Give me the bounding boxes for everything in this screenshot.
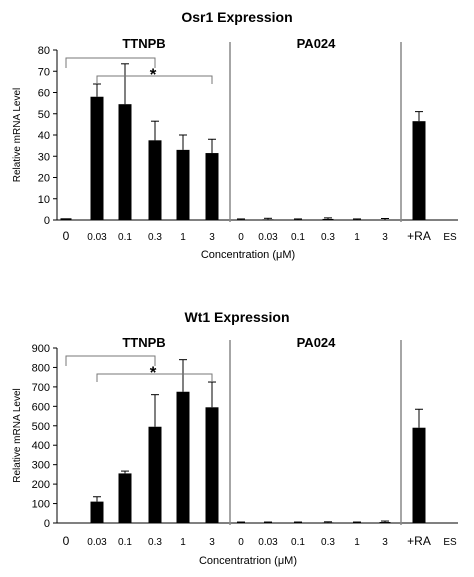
x-tick-label: 0.3: [321, 537, 335, 548]
y-tick-label: 70: [38, 66, 50, 78]
bar: [60, 218, 72, 220]
y-tick-label: 20: [38, 173, 50, 185]
x-tick-label: 3: [382, 232, 388, 243]
x-tick-label: 1: [354, 537, 360, 548]
bar: [322, 522, 334, 523]
group-label-ttnpb: TTNPB: [122, 335, 165, 350]
y-tick-label: 0: [44, 518, 50, 530]
x-tick-label: 1: [180, 232, 186, 243]
y-tick-label: 10: [38, 194, 50, 206]
x-tick-label: 1: [354, 232, 360, 243]
x-tick-label: 3: [382, 537, 388, 548]
x-axis-label: Concentratrion (μM): [199, 555, 297, 567]
bar: [262, 219, 274, 220]
bar: [176, 149, 190, 220]
x-tick-label: 0.3: [148, 537, 162, 548]
bar: [90, 501, 104, 523]
bar: [90, 96, 104, 220]
significance-bracket: [65, 57, 156, 68]
y-tick-label: 500: [32, 421, 50, 433]
x-tick-label: 0.03: [258, 232, 278, 243]
bar: [148, 426, 162, 523]
x-tick-label: 0.1: [118, 232, 132, 243]
y-tick-label: 400: [32, 440, 50, 452]
y-tick-label: 600: [32, 401, 50, 413]
x-tick-label: 0.1: [118, 537, 132, 548]
significance-marker: *: [150, 363, 157, 382]
x-tick-label: 0.03: [87, 232, 107, 243]
group-label-pa024: PA024: [297, 36, 337, 51]
x-tick-label: 0.03: [258, 537, 278, 548]
bar: [118, 104, 132, 220]
x-tick-label: ES: [443, 232, 457, 243]
x-tick-label: 0.1: [291, 232, 305, 243]
chart-title: Wt1 Expression: [184, 309, 289, 325]
x-axis-label: Concentration (μM): [201, 249, 295, 261]
x-tick-label: 0: [238, 537, 244, 548]
bar: [205, 153, 219, 220]
x-tick-label: 0.3: [148, 232, 162, 243]
bar: [322, 218, 334, 220]
bar: [176, 391, 190, 523]
group-label-pa024: PA024: [297, 335, 337, 350]
x-tick-label: ES: [443, 537, 457, 548]
significance-marker: *: [150, 65, 157, 84]
x-tick-label: +RA: [407, 229, 431, 243]
significance-bracket: [96, 75, 213, 84]
y-tick-label: 300: [32, 460, 50, 472]
x-tick-label: 0.1: [291, 537, 305, 548]
bar: [412, 427, 426, 523]
y-tick-label: 200: [32, 479, 50, 491]
x-tick-label: 0.03: [87, 537, 107, 548]
x-tick-label: 3: [209, 537, 215, 548]
y-tick-label: 50: [38, 109, 50, 121]
y-tick-label: 60: [38, 88, 50, 100]
y-tick-label: 100: [32, 499, 50, 511]
bar: [205, 407, 219, 523]
x-tick-label: +RA: [407, 534, 431, 548]
y-axis-label: Relative mRNA Level: [12, 388, 23, 482]
bar: [379, 522, 391, 523]
significance-bracket: [65, 355, 156, 366]
x-tick-label: 0: [63, 229, 70, 243]
x-tick-label: 1: [180, 537, 186, 548]
x-tick-label: 0.3: [321, 232, 335, 243]
bar: [118, 473, 132, 523]
bar: [412, 121, 426, 220]
y-tick-label: 800: [32, 362, 50, 374]
y-tick-label: 900: [32, 343, 50, 355]
y-tick-label: 0: [44, 215, 50, 227]
y-axis-label: Relative mRNA Level: [12, 88, 23, 182]
y-tick-label: 30: [38, 151, 50, 163]
x-tick-label: 3: [209, 232, 215, 243]
y-tick-label: 40: [38, 130, 50, 142]
x-tick-label: 0: [63, 534, 70, 548]
y-tick-label: 80: [38, 45, 50, 57]
x-tick-label: 0: [238, 232, 244, 243]
group-label-ttnpb: TTNPB: [122, 36, 165, 51]
chart-title: Osr1 Expression: [181, 9, 292, 25]
bar: [148, 140, 162, 220]
y-tick-label: 700: [32, 382, 50, 394]
significance-bracket: [96, 373, 213, 382]
